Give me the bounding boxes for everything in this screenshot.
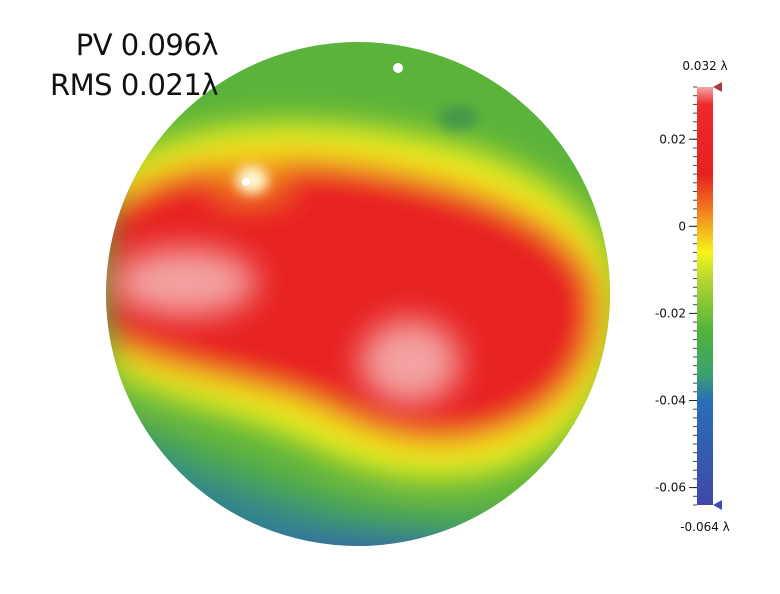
rms-stat: RMS 0.021λ bbox=[50, 68, 218, 102]
colorbar-tick-label: -0.06 bbox=[655, 481, 686, 495]
surface-speck-2 bbox=[242, 178, 250, 186]
colorbar-max-marker bbox=[713, 82, 722, 92]
colorbar-bar bbox=[697, 87, 713, 505]
surface-dark-spot bbox=[438, 106, 478, 130]
colorbar-tick-label: -0.04 bbox=[655, 394, 686, 408]
colorbar-min-label: -0.064 λ bbox=[680, 520, 730, 534]
colorbar: 0.02 0 -0.02 -0.04 -0.06 0.032 λ -0.064 λ bbox=[655, 59, 730, 534]
colorbar-tick-label: -0.02 bbox=[655, 306, 686, 320]
surface-peak-right bbox=[360, 320, 460, 404]
colorbar-minor-ticks bbox=[693, 86, 697, 506]
surface-peak-left bbox=[113, 248, 257, 316]
colorbar-ticks: 0.02 0 -0.02 -0.04 -0.06 bbox=[655, 132, 697, 495]
colorbar-min-marker bbox=[713, 500, 722, 510]
surface-speck bbox=[393, 63, 403, 73]
surface-hotspot bbox=[236, 166, 268, 194]
surface-layer-high bbox=[110, 156, 600, 445]
colorbar-max-label: 0.032 λ bbox=[682, 59, 727, 73]
colorbar-tick-label: 0 bbox=[678, 219, 686, 233]
pv-stat: PV 0.096λ bbox=[75, 28, 219, 62]
colorbar-tick-label: 0.02 bbox=[659, 132, 686, 146]
surface-map bbox=[106, 42, 610, 546]
